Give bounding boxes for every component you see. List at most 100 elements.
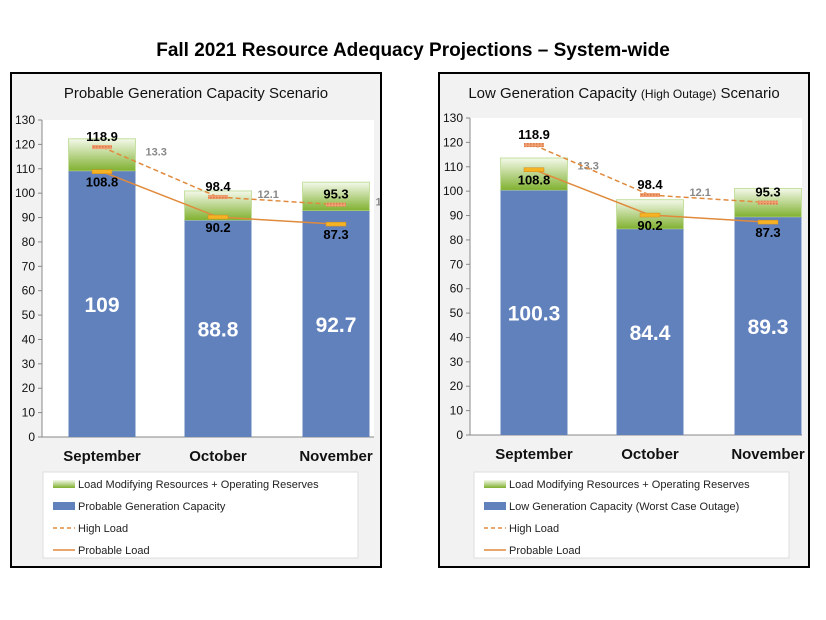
bar-generation	[616, 229, 684, 435]
x-tick-label: September	[63, 448, 141, 465]
x-tick-label: September	[495, 446, 573, 463]
probable-load-marker	[523, 167, 545, 172]
y-tick-label: 80	[450, 233, 464, 247]
page-title: Fall 2021 Resource Adequacy Projections …	[156, 40, 670, 61]
y-tick-label: 120	[15, 137, 35, 151]
chart-svg: Low Generation Capacity (High Outage) Sc…	[443, 85, 809, 559]
bar-reserves	[500, 157, 568, 191]
high-load-line	[533, 144, 769, 204]
y-tick-label: 100	[443, 184, 463, 198]
legend-swatch-reserves	[53, 480, 75, 488]
high-load-label: 95.3	[755, 185, 780, 200]
high-load-marker	[640, 193, 660, 198]
x-tick-label: November	[731, 446, 805, 463]
probable-load-marker	[639, 212, 661, 218]
legend	[42, 471, 359, 559]
y-tick-label: 90	[22, 211, 36, 225]
y-tick-label: 50	[22, 308, 36, 322]
high-load-marker	[92, 145, 112, 150]
high-load-marker	[758, 200, 778, 205]
legend-label: Probable Generation Capacity	[78, 501, 226, 513]
y-tick-label: 20	[450, 379, 464, 393]
probable-load-marker	[325, 221, 347, 227]
bar-generation	[68, 171, 136, 437]
chart-low-scenario: Low Generation Capacity (High Outage) Sc…	[438, 72, 810, 568]
y-tick-label: 30	[22, 357, 36, 371]
y-tick-label: 60	[22, 284, 36, 298]
bar-value-label: 89.3	[748, 316, 789, 339]
y-tick-label: 120	[443, 135, 463, 149]
legend-label: High Load	[509, 523, 559, 535]
legend-label: Load Modifying Resources + Operating Res…	[78, 479, 319, 491]
high-load-label: 118.9	[86, 129, 118, 144]
chart-title: Probable Generation Capacity Scenario	[64, 85, 328, 102]
bar-value-label: 109	[84, 294, 119, 317]
y-tick-label: 130	[443, 111, 463, 125]
y-tick-label: 30	[450, 355, 464, 369]
probable-load-marker	[91, 169, 113, 174]
chart-title-part: (High Outage)	[641, 87, 716, 101]
y-tick-label: 0	[28, 430, 35, 444]
legend-label: High Load	[78, 523, 128, 535]
high-load-label: 98.4	[637, 177, 663, 192]
bar-reserves	[68, 138, 136, 172]
legend-label: Probable Load	[509, 545, 581, 557]
bar-generation	[500, 190, 568, 435]
reserves-value-label: 11.8	[808, 194, 809, 206]
x-tick-label: November	[299, 448, 373, 465]
y-tick-label: 110	[16, 162, 35, 176]
y-tick-label: 130	[15, 113, 35, 127]
reserves-value-label: 12.1	[690, 187, 711, 199]
bar-value-label: 88.8	[198, 319, 239, 342]
bar-generation	[302, 210, 370, 437]
y-tick-label: 40	[22, 332, 36, 346]
y-tick-label: 70	[450, 257, 464, 271]
y-tick-label: 90	[450, 209, 464, 223]
high-load-label: 95.3	[323, 187, 348, 202]
legend-swatch-generation	[484, 502, 506, 510]
y-tick-label: 10	[22, 406, 36, 420]
bar-value-label: 100.3	[508, 303, 561, 326]
legend	[473, 471, 790, 559]
y-tick-label: 60	[450, 282, 464, 296]
bar-generation	[734, 217, 802, 435]
reserves-value-label: 13.3	[578, 160, 599, 172]
probable-load-marker	[757, 219, 779, 225]
legend-label: Load Modifying Resources + Operating Res…	[509, 479, 750, 491]
y-tick-label: 20	[22, 381, 36, 395]
y-tick-label: 70	[22, 259, 36, 273]
probable-load-label: 108.8	[86, 175, 119, 190]
probable-load-label: 87.3	[755, 225, 780, 240]
legend-label: Low Generation Capacity (Worst Case Outa…	[509, 501, 739, 513]
chart-probable-scenario: Probable Generation Capacity Scenario 0 10…	[10, 72, 382, 568]
reserves-value-label: 11.8	[376, 196, 381, 208]
high-load-marker	[326, 202, 346, 207]
y-tick-label: 50	[450, 306, 464, 320]
chart-title-part: Scenario	[716, 85, 779, 102]
bar-value-label: 84.4	[630, 322, 671, 345]
reserves-value-label: 13.3	[146, 147, 167, 159]
y-tick-label: 10	[450, 404, 464, 418]
y-tick-label: 100	[15, 186, 35, 200]
probable-load-label: 87.3	[323, 227, 348, 242]
high-load-label: 98.4	[205, 179, 231, 194]
chart-title-part: Probable Generation Capacity Scenario	[64, 85, 328, 102]
legend-swatch-reserves	[484, 480, 506, 488]
high-load-label: 118.9	[518, 127, 550, 142]
legend-swatch-generation	[53, 502, 75, 510]
legend-label: Probable Load	[78, 545, 150, 557]
x-tick-label: October	[621, 446, 679, 463]
reserves-value-label: 12.1	[258, 189, 279, 201]
y-tick-label: 0	[456, 428, 463, 442]
y-tick-label: 110	[444, 160, 463, 174]
high-load-marker	[208, 195, 228, 200]
chart-title: Low Generation Capacity (High Outage) Sc…	[468, 85, 779, 102]
y-tick-label: 80	[22, 235, 36, 249]
probable-load-marker	[207, 214, 229, 220]
probable-load-label: 108.8	[518, 173, 551, 188]
bar-generation	[184, 220, 252, 437]
high-load-marker	[524, 143, 544, 148]
chart-title-part: Low Generation Capacity	[468, 85, 641, 102]
high-load-line	[101, 146, 337, 206]
y-tick-label: 40	[450, 330, 464, 344]
